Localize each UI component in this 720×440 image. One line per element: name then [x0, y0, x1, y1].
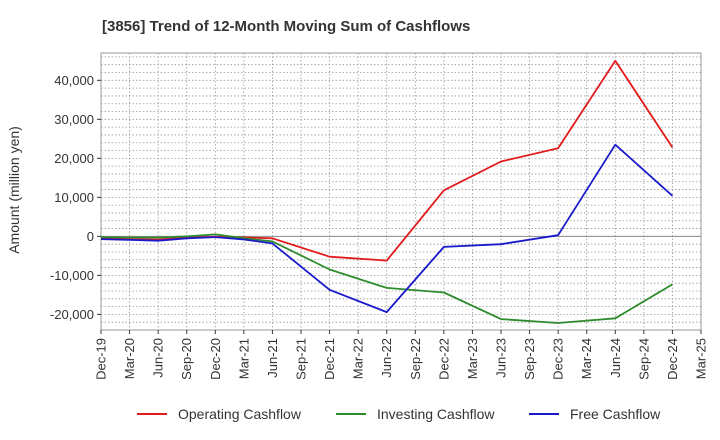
x-axis: Dec-19 Mar-20 Jun-20 Sep-20 Dec-20 Mar-21 Jun-…: [94, 330, 709, 380]
series-line-operating-cashflow: [100, 59, 674, 262]
plot-area: [100, 52, 702, 331]
x-tick-label: Sep-21: [294, 338, 309, 380]
plot-frame: [100, 52, 702, 331]
y-tick-label: -20,000: [50, 307, 94, 322]
y-tick-label: -10,000: [50, 268, 94, 283]
x-tick-label: Jun-24: [608, 338, 623, 378]
x-tick-label: Mar-22: [351, 338, 366, 379]
x-tick-label: Jun-20: [151, 338, 166, 378]
chart-title: [3856] Trend of 12-Month Moving Sum of C…: [102, 18, 470, 35]
legend-label: Free Cashflow: [570, 406, 661, 422]
x-tick-label: Mar-24: [579, 338, 594, 379]
x-tick-label: Dec-19: [94, 338, 109, 380]
x-tick-label: Jun-22: [379, 338, 394, 378]
legend-label: Operating Cashflow: [178, 406, 302, 422]
y-tick-label: 40,000: [54, 73, 94, 88]
x-tick-label: Mar-20: [122, 338, 137, 379]
y-tick-label: 30,000: [54, 112, 94, 127]
x-tick-label: Sep-23: [522, 338, 537, 380]
y-axis-label: Amount (million yen): [6, 126, 22, 254]
x-tick-label: Mar-21: [236, 338, 251, 379]
y-tick-label: 0: [87, 229, 94, 244]
x-tick-label: Dec-22: [436, 338, 451, 380]
x-tick-label: Sep-24: [636, 338, 651, 380]
x-tick-label: Dec-21: [322, 338, 337, 380]
y-axis: -20,000 -10,000 0 10,000 20,000 30,000 40,000: [50, 73, 101, 322]
legend: Operating Cashflow Investing Cashflow Free…: [137, 406, 661, 422]
x-tick-label: Sep-22: [408, 338, 423, 380]
x-tick-label: Mar-23: [465, 338, 480, 379]
x-tick-label: Dec-23: [551, 338, 566, 380]
y-tick-label: 10,000: [54, 190, 94, 205]
series-line-investing-cashflow: [100, 233, 673, 324]
series-line-free-cashflow: [100, 143, 674, 314]
x-tick-label: Jun-23: [494, 338, 509, 378]
grid: [100, 53, 702, 331]
legend-label: Investing Cashflow: [377, 406, 495, 422]
x-tick-label: Mar-25: [694, 338, 709, 379]
y-tick-label: 20,000: [54, 151, 94, 166]
x-tick-label: Sep-20: [179, 338, 194, 380]
x-tick-label: Jun-21: [265, 338, 280, 378]
x-tick-label: Dec-24: [665, 338, 680, 380]
series-layer: [100, 59, 674, 324]
x-tick-label: Dec-20: [208, 338, 223, 380]
